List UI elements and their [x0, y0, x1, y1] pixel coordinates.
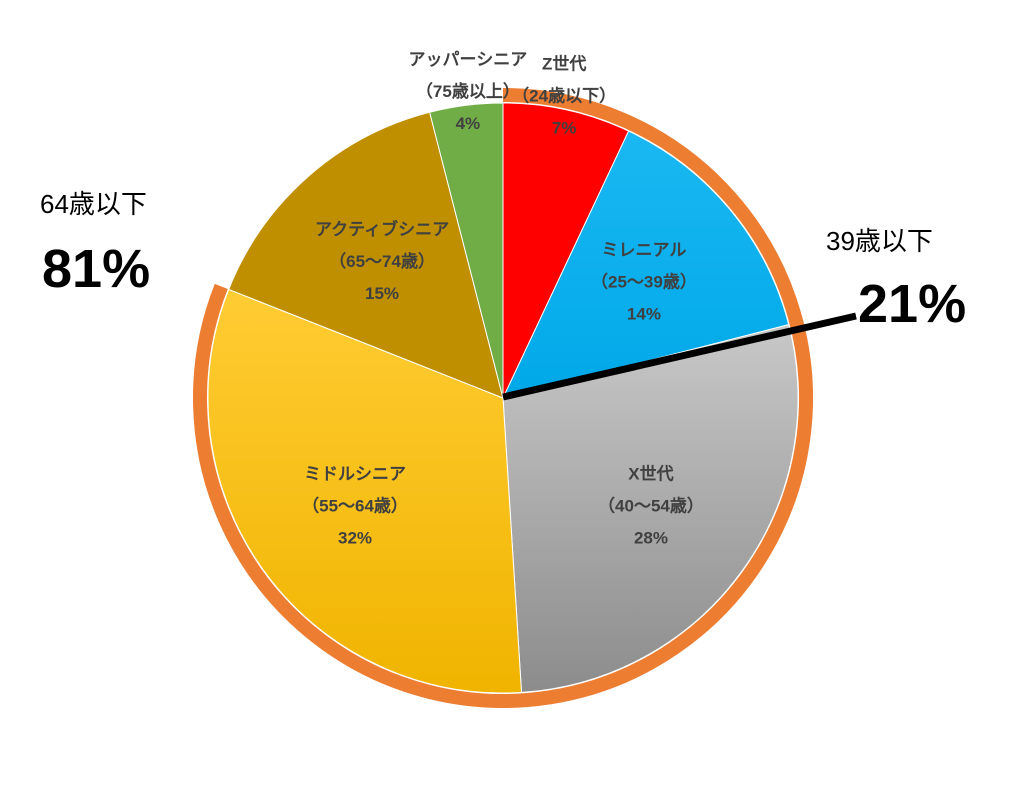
slice-label: （25～39歳）	[591, 271, 697, 291]
slice-label: X世代	[628, 464, 673, 484]
pie-slice	[502, 324, 799, 693]
slice-percent-label: 32%	[338, 529, 372, 548]
pie-slice	[429, 102, 504, 399]
slice-label: Z世代	[542, 54, 586, 74]
callout-39-value: 21%	[858, 274, 966, 334]
slice-percent-label: 15%	[365, 284, 399, 303]
slice-label: アクティブシニア	[315, 219, 449, 239]
slice-label: （65～74歳）	[329, 251, 435, 271]
pie-slice	[502, 102, 630, 399]
slice-percent-label: 4%	[456, 114, 481, 133]
slice-percent-label: 7%	[552, 119, 577, 138]
highlight-arc	[193, 88, 813, 708]
slice-percent-label: 28%	[634, 529, 668, 548]
slice-label: （40～54歳）	[598, 496, 704, 516]
highlight-arc-layer	[193, 88, 813, 708]
callout-39-pointer-line	[502, 312, 857, 401]
slice-label: アッパーシニア	[409, 50, 528, 69]
callout-layer: 64歳以下 81% 39歳以下 21%	[40, 189, 966, 401]
callout-39-title: 39歳以下	[826, 226, 933, 256]
pie-slice	[207, 288, 523, 694]
pie-slice	[502, 130, 790, 399]
slice-label: （24歳以下）	[512, 86, 616, 106]
callout-64-value: 81%	[42, 239, 150, 299]
slice-label: ミレニアル	[602, 240, 687, 259]
slice-label: （75歳以上）	[416, 81, 520, 101]
slice-label: ミドルシニア	[304, 465, 406, 484]
callout-64-title: 64歳以下	[40, 189, 147, 219]
slice-layer	[207, 102, 799, 694]
pie-slice	[228, 111, 504, 399]
slice-label: （55～64歳）	[302, 496, 408, 516]
slice-percent-label: 14%	[627, 304, 661, 323]
label-layer: Z世代 （24歳以下） 7% ミレニアル （25～39歳） 14% X世代 （40～54歳） 2…	[302, 50, 704, 547]
